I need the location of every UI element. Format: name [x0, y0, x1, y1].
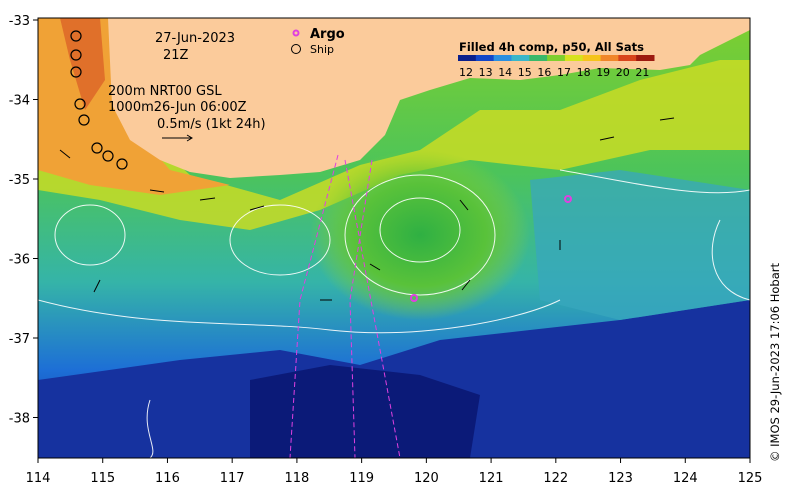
colorbar-tick-label: 12 [459, 66, 473, 79]
x-tick-label: 118 [284, 471, 309, 486]
x-tick-label: 117 [220, 471, 245, 486]
colorbar-tick-label: 18 [577, 66, 591, 79]
depth-line-1: 200m NRT00 GSL [108, 84, 222, 99]
ship-legend-icon [291, 44, 301, 54]
colorbar-tick-label: 16 [537, 66, 551, 79]
x-tick-label: 119 [349, 471, 374, 486]
colorbar-tick-label: 19 [596, 66, 610, 79]
x-tick-label: 120 [414, 471, 439, 486]
colorbar-tick-label: 21 [635, 66, 649, 79]
ship-positions [70, 30, 128, 170]
credit-label: © IMOS 29-Jun-2023 17:06 Hobart [768, 262, 782, 462]
x-tick-label: 114 [26, 471, 51, 486]
eddy [310, 150, 530, 320]
scale-label: 0.5m/s (1kt 24h) [157, 117, 266, 132]
argo-floats [410, 195, 572, 302]
colorbar-segment [618, 55, 637, 61]
argo-legend-label: Argo [310, 27, 345, 42]
y-tick-label: -36 [9, 253, 30, 268]
x-tick-label: 116 [155, 471, 180, 486]
x-tick-label: 123 [608, 471, 633, 486]
colorbar-segment [493, 55, 512, 61]
x-tick-label: 124 [673, 471, 698, 486]
colorbar-segment [564, 55, 584, 61]
hot-core [60, 18, 105, 110]
argo-float [410, 294, 418, 302]
coldest-water [250, 365, 480, 458]
colorbar-segment [636, 55, 655, 61]
colorbar-segment [529, 55, 548, 61]
argo-legend-icon [292, 29, 300, 37]
colorbar-title: Filled 4h comp, p50, All Sats [459, 40, 644, 54]
colorbar-tick-label: 17 [557, 66, 571, 79]
y-axis: -33 -34 -35 -36 -37 -38 [9, 14, 38, 427]
y-tick-label: -35 [9, 173, 30, 188]
colorbar-tick-label: 14 [498, 66, 512, 79]
scale-arrowhead [186, 134, 193, 142]
time-label: 21Z [163, 48, 189, 63]
y-tick-label: -33 [9, 14, 30, 29]
colorbar-tick-label: 15 [518, 66, 532, 79]
colorbar [458, 55, 655, 61]
x-tick-label: 125 [738, 471, 763, 486]
y-tick-label: -37 [9, 332, 30, 347]
x-tick-label: 115 [90, 471, 115, 486]
argo-float [564, 195, 572, 203]
y-tick-label: -34 [9, 94, 30, 109]
colorbar-segment [511, 55, 530, 61]
x-axis: 114 115 116 117 118 119 120 121 122 123 124 125 [26, 458, 763, 486]
depth-line-2: 1000m26-Jun 06:00Z [108, 100, 247, 115]
colorbar-tick-label: 13 [479, 66, 493, 79]
plot-frame [37, 17, 751, 459]
colorbar-segment [458, 55, 477, 61]
colorbar-segment [600, 55, 619, 61]
cool-water [530, 170, 750, 320]
x-tick-label: 122 [543, 471, 568, 486]
colorbar-tick-label: 20 [616, 66, 630, 79]
y-tick-label: -38 [9, 412, 30, 427]
current-vectors [59, 117, 675, 301]
x-tick-label: 121 [479, 471, 504, 486]
colorbar-segment [582, 55, 602, 61]
colorbar-ticks: 12 13 14 15 16 17 18 19 20 21 [459, 66, 649, 79]
date-label: 27-Jun-2023 [155, 31, 235, 46]
ship-legend-label: Ship [310, 43, 334, 56]
colorbar-segment [547, 55, 566, 61]
temperature-contours [38, 169, 750, 458]
colorbar-segment [475, 55, 495, 61]
ship-tracks [289, 154, 401, 458]
